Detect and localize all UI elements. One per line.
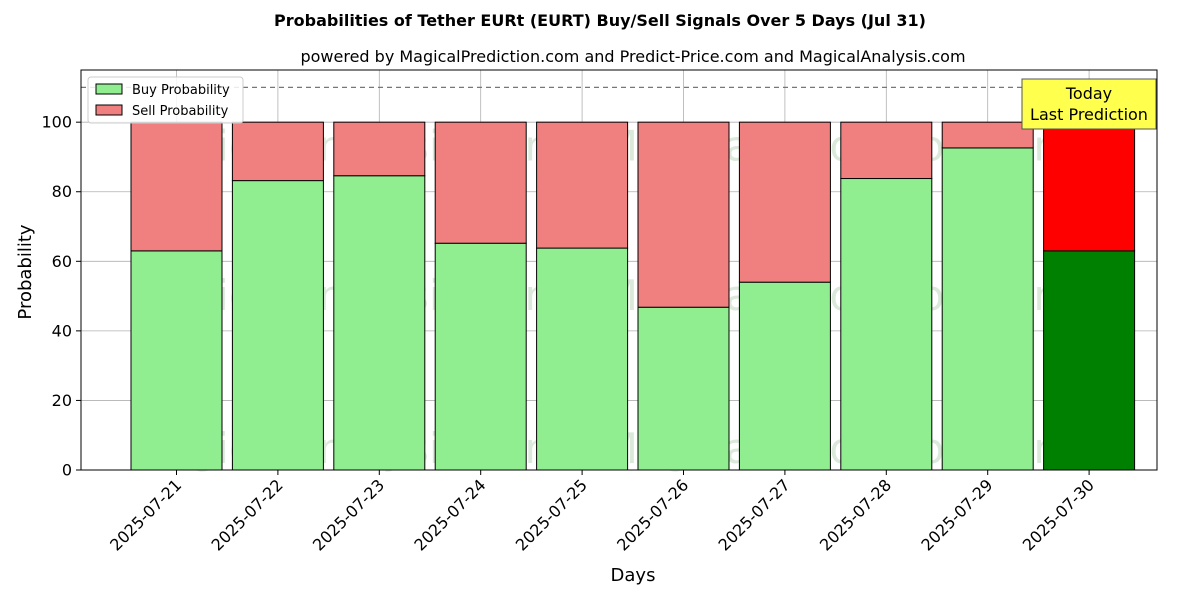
x-tick-label: 2025-07-23 bbox=[309, 475, 388, 554]
bar-sell bbox=[738, 121, 831, 283]
y-tick-label: 80 bbox=[52, 182, 72, 201]
y-tick-label: 60 bbox=[52, 252, 72, 271]
bar-sell bbox=[536, 121, 629, 249]
x-tick-label: 2025-07-21 bbox=[106, 475, 185, 554]
legend: Buy Probability Sell Probability bbox=[87, 76, 244, 124]
bar-buy bbox=[333, 175, 426, 471]
bars-layer bbox=[130, 121, 1136, 471]
bar-buy bbox=[434, 242, 527, 471]
legend-label-sell: Sell Probability bbox=[132, 104, 229, 119]
bar-sell bbox=[840, 121, 933, 180]
legend-swatch-sell bbox=[95, 104, 123, 116]
x-tick-label: 2025-07-28 bbox=[816, 475, 895, 554]
y-tick-label: 20 bbox=[52, 391, 72, 410]
bar-buy bbox=[840, 178, 933, 471]
annotation-box bbox=[1021, 78, 1157, 130]
annotation-line-today: Today bbox=[1065, 84, 1112, 103]
y-axis-label: Probability bbox=[15, 224, 36, 319]
bar-buy bbox=[231, 180, 324, 471]
bar-buy bbox=[130, 250, 223, 471]
legend-label-buy: Buy Probability bbox=[132, 83, 230, 98]
bar-sell bbox=[130, 121, 223, 252]
bar-sell bbox=[941, 121, 1034, 149]
bar-sell bbox=[333, 121, 426, 177]
chart-title: Probabilities of Tether EURt (EURT) Buy/… bbox=[274, 11, 926, 30]
bar-sell bbox=[1043, 121, 1136, 252]
x-tick-label: 2025-07-26 bbox=[613, 475, 692, 554]
bar-sell bbox=[231, 121, 324, 182]
x-axis-label: Days bbox=[611, 565, 656, 586]
y-tick-label: 100 bbox=[41, 113, 72, 132]
x-tick-label: 2025-07-24 bbox=[410, 475, 489, 554]
x-tick-label: 2025-07-30 bbox=[1019, 475, 1098, 554]
legend-swatch-buy bbox=[95, 83, 123, 95]
bar-buy bbox=[536, 247, 629, 471]
x-tick-label: 2025-07-22 bbox=[208, 475, 287, 554]
x-tick-label: 2025-07-29 bbox=[917, 475, 996, 554]
bar-sell bbox=[434, 121, 527, 244]
bar-buy bbox=[637, 306, 730, 471]
chart-subtitle: powered by MagicalPrediction.com and Pre… bbox=[300, 47, 965, 66]
bar-buy bbox=[738, 281, 831, 471]
legend-box bbox=[87, 76, 244, 124]
today-annotation: Today Last Prediction bbox=[1021, 78, 1157, 130]
x-tick-label: 2025-07-25 bbox=[512, 475, 591, 554]
plot-frame bbox=[80, 69, 1158, 471]
bar-buy bbox=[941, 147, 1034, 471]
bar-sell bbox=[637, 121, 730, 308]
y-tick-label: 0 bbox=[62, 461, 72, 480]
annotation-line-last-prediction: Last Prediction bbox=[1030, 105, 1148, 124]
y-tick-label: 40 bbox=[52, 321, 72, 340]
x-tick-label: 2025-07-27 bbox=[715, 475, 794, 554]
bar-buy bbox=[1043, 250, 1136, 471]
